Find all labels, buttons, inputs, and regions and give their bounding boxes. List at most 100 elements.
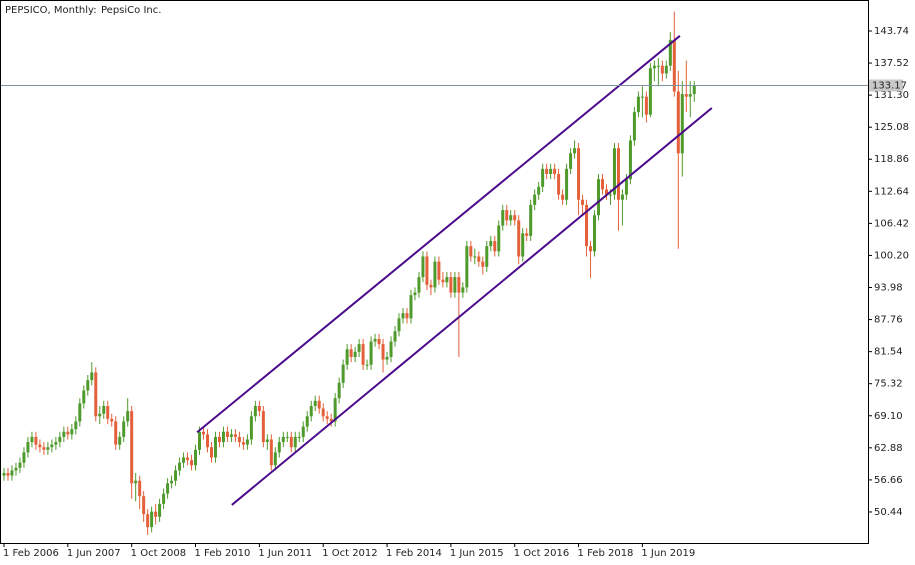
candle-body — [190, 460, 194, 466]
candle-body — [26, 442, 30, 453]
y-tick-label: 106.42 — [874, 218, 909, 229]
y-tick-label: 143.74 — [874, 26, 909, 37]
candle-body — [122, 421, 126, 437]
candle-body — [389, 341, 393, 357]
candle-body — [632, 112, 636, 141]
candle-body — [461, 287, 465, 293]
candle-body — [393, 331, 397, 342]
y-tick-label: 50.44 — [874, 507, 903, 518]
candle-body — [34, 436, 38, 445]
candle-body — [309, 405, 313, 417]
candle-body — [545, 168, 549, 174]
candle-body — [597, 179, 601, 216]
y-tick-label: 62.88 — [874, 443, 903, 454]
candle-body — [66, 431, 70, 435]
candle-body — [469, 246, 473, 257]
candle-body — [285, 436, 289, 438]
candle-body — [186, 457, 190, 461]
candle-body — [106, 405, 110, 419]
candle-body — [636, 96, 640, 113]
candle-body — [652, 65, 656, 69]
candle-body — [581, 199, 585, 205]
x-tick-label: 1 Feb 2014 — [386, 548, 442, 559]
candle-body — [513, 215, 517, 221]
candle-body — [178, 462, 182, 471]
candle-body — [30, 436, 34, 443]
candle-body — [473, 256, 477, 258]
candle-body — [465, 246, 469, 288]
chart-title: PEPSICO, Monthly: — [5, 5, 97, 16]
y-tick-label: 112.64 — [874, 186, 909, 197]
candle-body — [397, 318, 401, 332]
y-tick-label: 93.98 — [874, 283, 903, 294]
y-tick-label: 100.20 — [874, 250, 909, 261]
candle-body — [620, 194, 624, 200]
candle-body — [22, 452, 26, 463]
candle-body — [421, 256, 425, 278]
candle-body — [577, 148, 581, 200]
candle-body — [62, 431, 66, 437]
candle-body — [182, 457, 186, 463]
candle-body — [385, 356, 389, 360]
candle-body — [453, 277, 457, 293]
candle-body — [245, 439, 249, 445]
candle-body — [297, 436, 301, 438]
candle-body — [150, 511, 154, 528]
candle-body — [90, 372, 94, 381]
candle-body — [601, 179, 604, 190]
candle-body — [221, 431, 225, 443]
candle-body — [174, 470, 178, 481]
candle-body — [405, 313, 409, 319]
candle-body — [648, 68, 652, 115]
y-tick-label: 81.54 — [874, 347, 903, 358]
x-tick-label: 1 Feb 2006 — [3, 548, 59, 559]
candle-body — [549, 168, 553, 174]
candle-body — [477, 256, 481, 262]
candle-body — [561, 194, 565, 200]
x-tick-label: 1 Oct 2016 — [514, 548, 569, 559]
candle-body — [553, 168, 557, 174]
candle-body — [78, 403, 82, 422]
candle-body — [110, 418, 114, 422]
x-tick-label: 1 Oct 2008 — [131, 548, 186, 559]
candle-body — [585, 204, 589, 247]
x-tick-label: 1 Jun 2011 — [258, 548, 312, 559]
candle-body — [541, 168, 545, 187]
candle-body — [353, 351, 357, 357]
y-tick-label: 56.66 — [874, 475, 903, 486]
candle-body — [337, 382, 341, 399]
candle-body — [237, 436, 241, 443]
candle-body — [217, 436, 221, 443]
candle-body — [345, 349, 349, 365]
y-tick-label: 137.52 — [874, 58, 909, 69]
candle-body — [521, 233, 525, 257]
candle-body — [684, 94, 688, 97]
candle-body — [604, 189, 608, 195]
candle-body — [46, 447, 50, 450]
candle-body — [664, 65, 668, 74]
candle-body — [401, 313, 405, 319]
candle-body — [18, 462, 22, 468]
candle-body — [656, 65, 660, 67]
candle-body — [628, 140, 632, 180]
candle-body — [485, 246, 489, 267]
candle-body — [162, 493, 166, 504]
candle-body — [377, 338, 381, 345]
candle-body — [589, 246, 593, 252]
candle-body — [692, 85, 696, 95]
candle-body — [154, 511, 158, 517]
candle-body — [269, 439, 273, 466]
candle-body — [126, 411, 130, 422]
y-tick-label: 125.08 — [874, 122, 909, 133]
candle-body — [98, 413, 102, 417]
candle-body — [10, 470, 14, 476]
candle-body — [166, 483, 170, 494]
y-tick-label: 87.76 — [874, 315, 903, 326]
candle-body — [333, 398, 337, 422]
candle-body — [329, 418, 333, 422]
candle-body — [313, 400, 317, 406]
candle-body — [213, 436, 217, 458]
candle-body — [672, 39, 676, 92]
candle-body — [70, 429, 74, 435]
candle-body — [481, 261, 485, 267]
